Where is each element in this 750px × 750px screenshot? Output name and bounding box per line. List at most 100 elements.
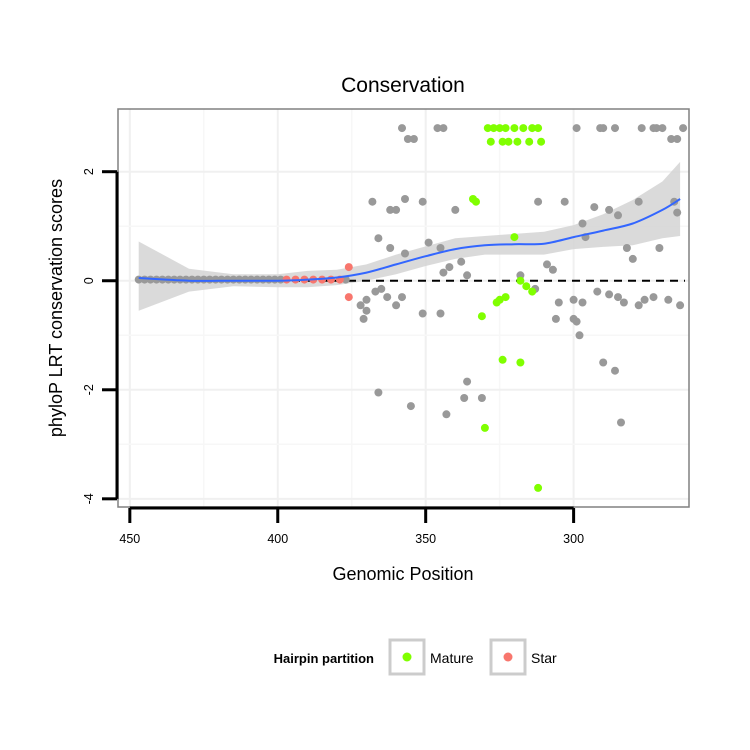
data-point-mature: [483, 124, 492, 133]
data-point-other: [386, 244, 395, 252]
data-point-other: [406, 402, 415, 411]
data-point-other: [374, 234, 383, 243]
data-point-mature: [486, 137, 495, 146]
data-point-other: [599, 358, 608, 367]
data-point-other: [572, 124, 581, 133]
data-point-mature: [510, 233, 519, 242]
x-tick-label: 300: [563, 532, 584, 546]
data-point-other: [418, 197, 427, 206]
data-point-other: [436, 309, 445, 318]
data-point-other: [463, 377, 472, 386]
data-point-other: [401, 249, 409, 258]
data-point-mature: [513, 137, 522, 146]
data-point-other: [374, 388, 383, 397]
data-point-other: [554, 298, 563, 307]
data-point-other: [634, 301, 643, 310]
legend-entry-star: Star: [489, 638, 557, 676]
plot-panel: [118, 109, 689, 507]
data-point-other: [637, 124, 646, 133]
data-point-mature: [477, 312, 486, 321]
data-point-other: [652, 124, 661, 133]
y-tick-label: -2: [82, 384, 96, 395]
data-point-other: [436, 244, 445, 252]
data-point-other: [575, 331, 584, 340]
legend-title: Hairpin partition: [274, 651, 374, 666]
data-point-other: [418, 309, 427, 318]
data-point-mature: [537, 137, 546, 146]
data-point-other: [433, 124, 442, 133]
confidence-ribbon: [138, 161, 681, 311]
data-point-star: [327, 275, 335, 284]
data-point-other: [401, 195, 409, 203]
data-point-other: [605, 290, 614, 299]
legend-dot-mature: [402, 652, 412, 662]
data-point-other: [368, 197, 377, 206]
x-tick-label: 450: [119, 532, 140, 546]
data-point-other: [560, 197, 569, 206]
data-point-star: [344, 263, 353, 272]
data-point-other: [359, 314, 368, 323]
data-point-other: [569, 295, 578, 304]
data-point-other: [611, 366, 619, 375]
data-point-other: [614, 211, 622, 220]
x-axis-title: Genomic Position: [332, 564, 473, 584]
data-point-mature: [528, 124, 537, 133]
data-point-other: [649, 293, 658, 302]
chart-title: Conservation: [341, 74, 465, 97]
data-point-other: [593, 287, 602, 296]
data-point-other: [673, 135, 682, 143]
data-point-mature: [495, 124, 504, 133]
data-point-other: [457, 257, 466, 266]
data-point-other: [362, 306, 371, 315]
data-point-other: [572, 317, 581, 326]
data-point-mature: [504, 137, 513, 146]
data-point-other: [590, 203, 599, 212]
data-point-other: [424, 238, 433, 247]
data-point-other: [605, 205, 614, 214]
data-point-other: [398, 293, 406, 302]
data-point-other: [622, 244, 631, 252]
data-point-other: [655, 244, 664, 252]
data-point-other: [619, 298, 628, 307]
smooth-line: [138, 198, 681, 282]
data-point-other: [362, 295, 371, 304]
data-point-star: [344, 293, 353, 302]
data-point-other: [439, 268, 448, 277]
data-point-other: [634, 197, 643, 206]
data-point-other: [551, 314, 560, 323]
data-point-mature: [522, 282, 531, 291]
data-point-other: [578, 298, 587, 307]
data-point-other: [578, 219, 587, 228]
data-point-mature: [498, 137, 507, 146]
grid-lines: [118, 109, 689, 507]
data-point-mature: [492, 298, 501, 307]
data-point-mature: [489, 124, 498, 133]
points-layer: [134, 124, 688, 492]
legend-label-mature: Mature: [430, 650, 474, 666]
data-point-other: [673, 208, 682, 217]
data-point-mature: [516, 358, 525, 367]
x-axis: 450 400 350 300: [119, 506, 584, 546]
data-point-mature: [510, 124, 519, 133]
data-point-other: [460, 394, 469, 402]
data-point-mature: [534, 483, 543, 492]
data-point-other: [543, 260, 551, 269]
data-point-other: [640, 295, 649, 304]
data-point-mature: [480, 423, 489, 432]
data-point-other: [442, 410, 451, 419]
data-point-other: [409, 135, 418, 143]
data-point-other: [548, 265, 557, 274]
data-point-other: [439, 124, 448, 133]
data-point-other: [463, 271, 472, 280]
data-point-other: [534, 197, 543, 206]
data-point-other: [617, 418, 625, 427]
data-point-other: [451, 205, 460, 214]
data-point-mature: [472, 197, 480, 206]
data-point-other: [383, 293, 392, 302]
legend-dot-star: [503, 652, 513, 662]
data-point-other: [611, 124, 619, 133]
data-point-other: [386, 205, 395, 214]
smooth-line-layer: [138, 198, 681, 282]
y-axis: -4 -2 0 2: [82, 168, 119, 504]
